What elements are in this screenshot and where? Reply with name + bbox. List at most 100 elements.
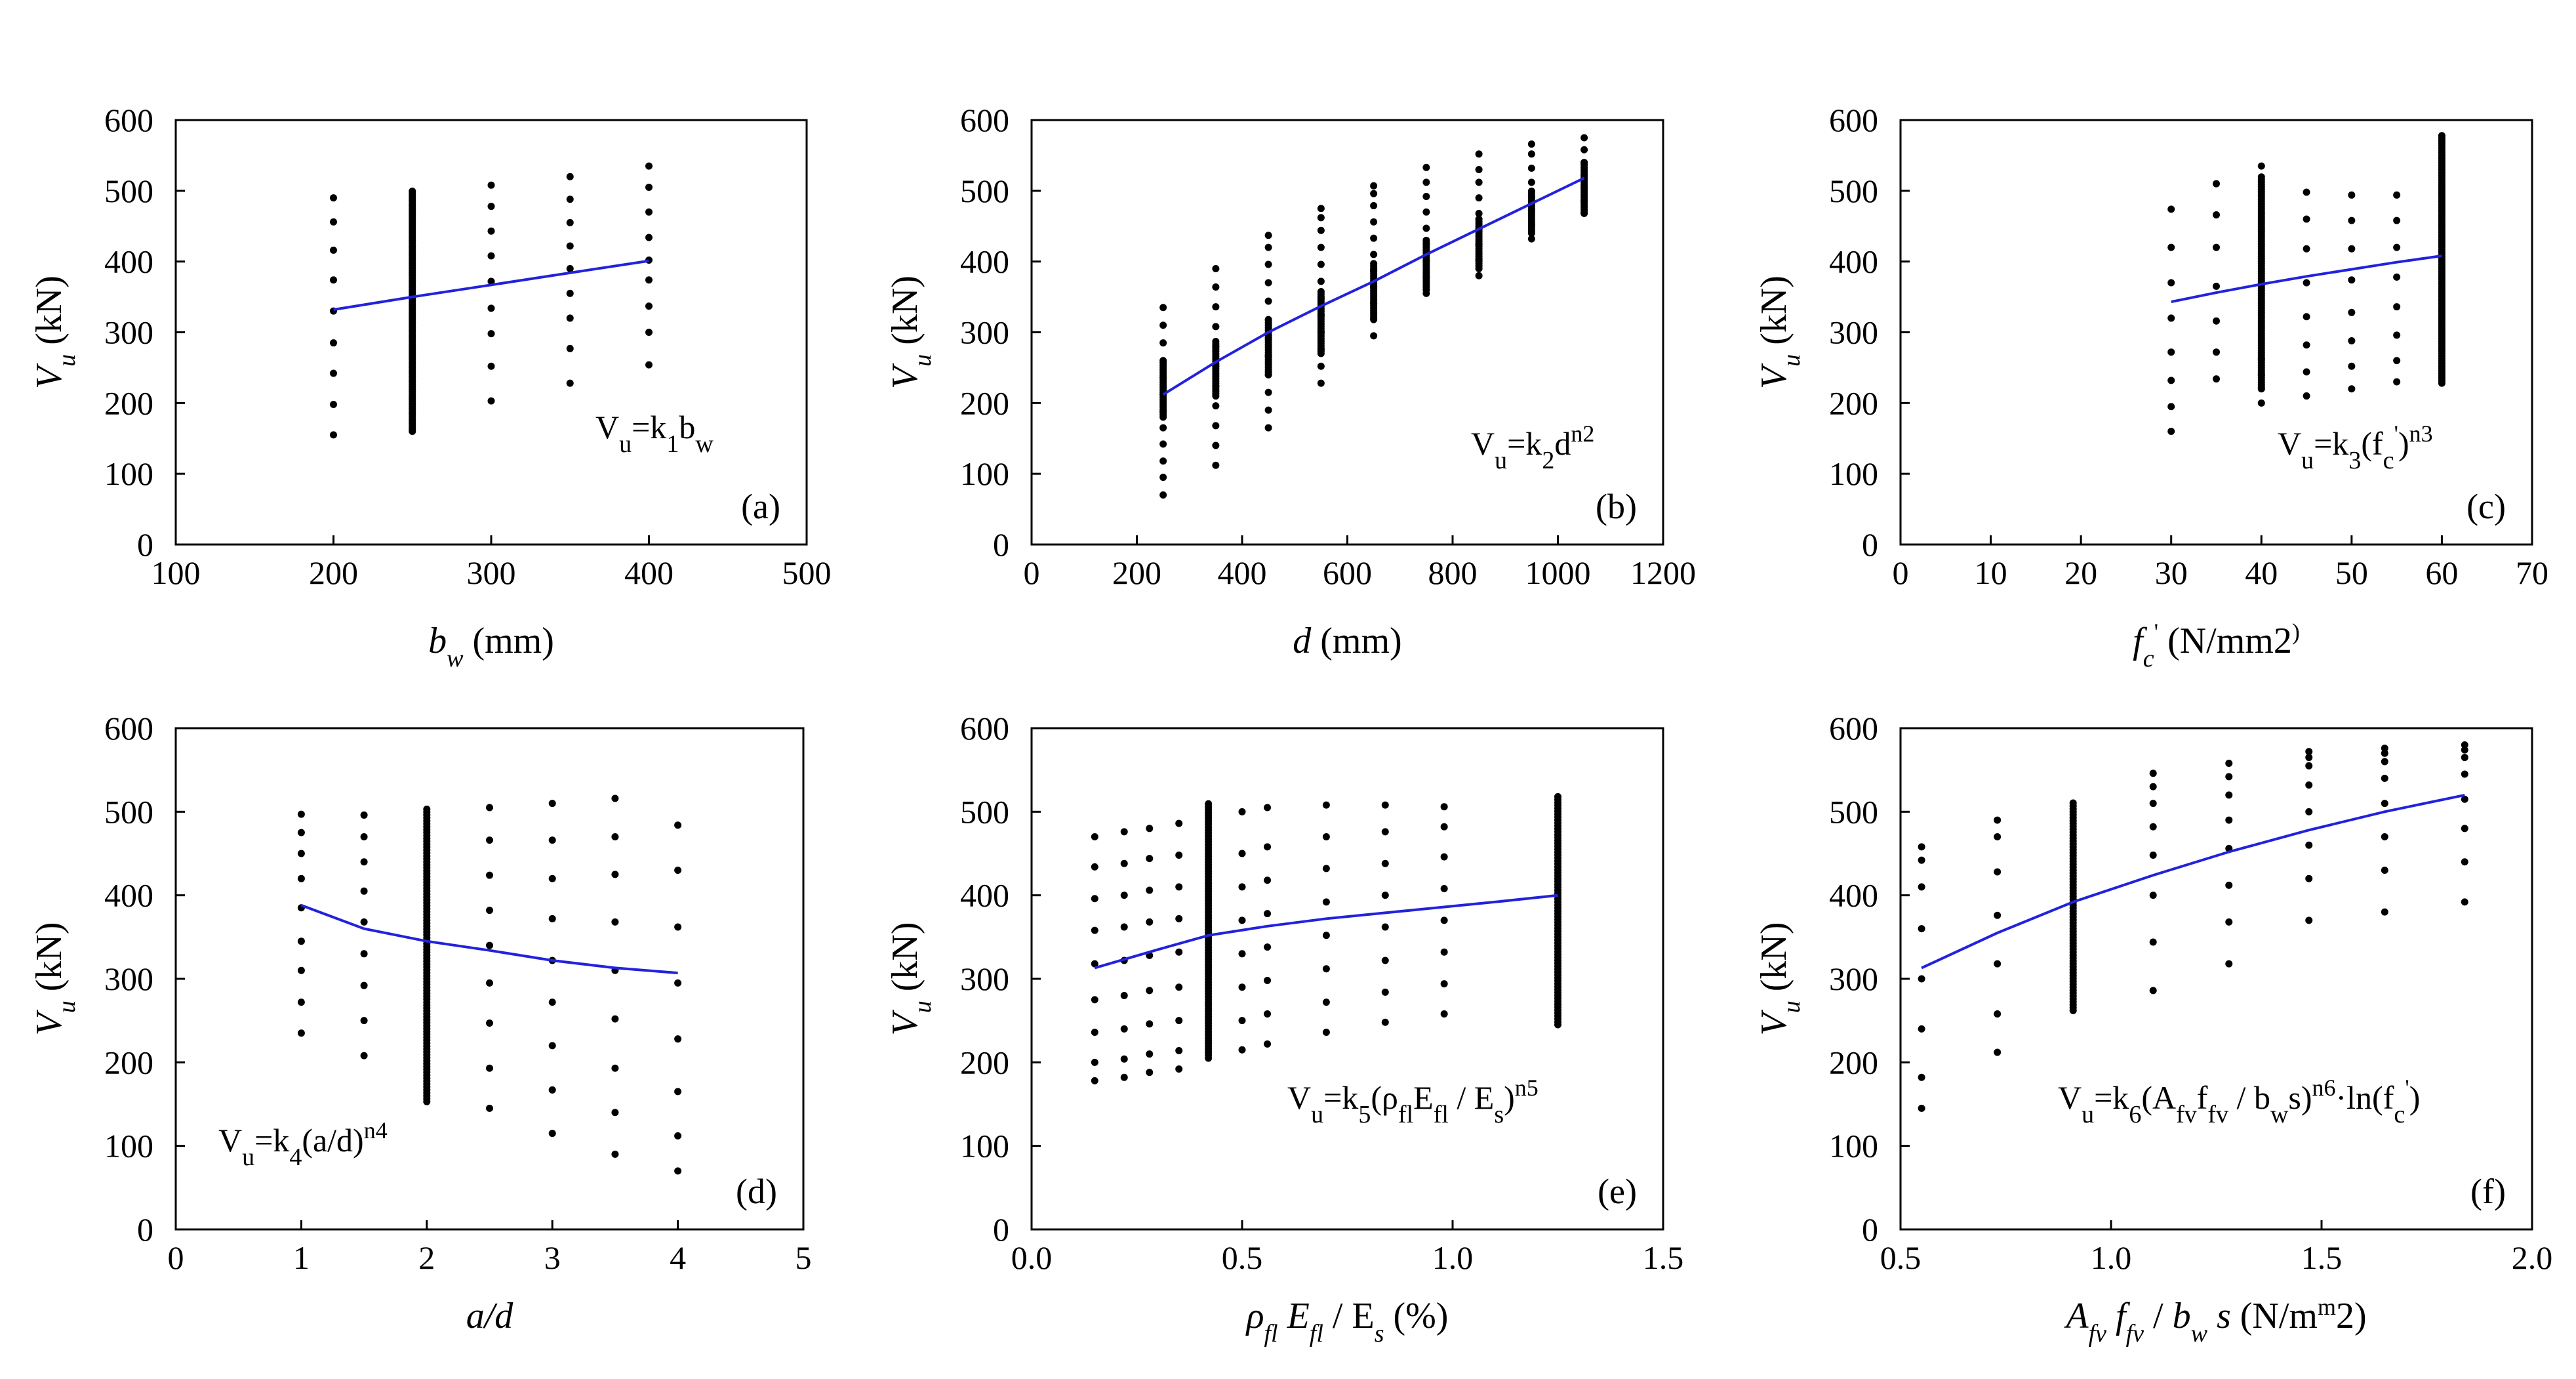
data-point — [2381, 758, 2388, 766]
data-point — [674, 821, 682, 829]
data-point — [487, 203, 495, 211]
data-point — [486, 871, 493, 879]
data-point — [2381, 866, 2388, 874]
x-axis-label: d (mm) — [1293, 621, 1401, 661]
data-point — [1159, 321, 1167, 329]
data-point — [566, 264, 574, 272]
data-point — [1370, 182, 1378, 190]
data-point — [1440, 916, 1448, 924]
x-tick-label: 60 — [2425, 554, 2458, 591]
data-point — [1994, 911, 2002, 919]
y-tick-label: 200 — [960, 1044, 1009, 1081]
data-point — [2303, 368, 2310, 376]
data-point — [2167, 403, 2175, 411]
x-tick-label: 0.5 — [1880, 1239, 1922, 1276]
data-point — [2393, 331, 2401, 339]
data-point — [1918, 883, 1925, 891]
data-point — [1381, 892, 1389, 899]
data-point — [1317, 278, 1325, 285]
data-point — [1475, 165, 1483, 173]
data-point — [566, 242, 574, 250]
data-point — [2348, 245, 2356, 253]
panel-e: 0.0 0.5 1.0 1.5 0 100 200 300 400 500 600 (e) Vu (kN… — [885, 710, 1683, 1276]
data-point — [566, 314, 574, 322]
data-point — [611, 1064, 619, 1072]
data-point — [2303, 341, 2310, 349]
x-axis-label: ρfl Efl / Es (%) — [1245, 1296, 1449, 1348]
data-point — [566, 196, 574, 203]
data-point — [1120, 892, 1128, 899]
y-tick-label: 200 — [960, 384, 1009, 421]
data-point — [1994, 868, 2002, 876]
data-point — [423, 806, 431, 813]
data-point — [1238, 883, 1246, 891]
y-tick-label: 600 — [104, 102, 153, 138]
data-point — [2167, 348, 2175, 356]
data-point — [1146, 1020, 1154, 1028]
data-point — [674, 1132, 682, 1140]
x-tick-label: 40 — [2245, 554, 2278, 591]
x-tick-label: 0.5 — [1222, 1239, 1263, 1276]
data-point — [1918, 925, 1925, 933]
y-tick-label: 500 — [960, 173, 1009, 209]
data-point — [1381, 957, 1389, 964]
data-point — [2213, 348, 2220, 356]
data-point — [487, 397, 495, 405]
data-point — [486, 836, 493, 844]
data-point — [2461, 741, 2468, 749]
data-point — [1527, 150, 1535, 158]
data-point — [2393, 303, 2401, 311]
data-point — [1381, 923, 1389, 931]
y-axis-label: Vu (kN) — [1754, 922, 1805, 1036]
data-point — [297, 966, 305, 974]
data-point — [1322, 998, 1330, 1006]
data-point — [1212, 338, 1220, 346]
formula-label: Vu=k1bw — [595, 409, 714, 458]
data-point — [2225, 759, 2233, 767]
data-point — [2461, 746, 2468, 754]
data-point — [1159, 457, 1167, 465]
data-point — [1440, 1010, 1448, 1018]
data-point — [2303, 215, 2310, 223]
data-point — [1159, 359, 1167, 367]
data-point — [2393, 357, 2401, 365]
data-point — [330, 218, 337, 226]
data-point — [2393, 243, 2401, 251]
data-point — [1238, 1017, 1246, 1025]
data-point — [1120, 828, 1128, 836]
data-point — [360, 918, 368, 926]
data-point — [297, 937, 305, 945]
y-tick-label: 400 — [1829, 243, 1878, 280]
data-point — [1370, 234, 1378, 242]
data-point — [1264, 804, 1272, 812]
data-point — [2257, 173, 2265, 181]
y-tick-label: 600 — [960, 710, 1009, 747]
data-point — [487, 252, 495, 260]
y-axis-label: Vu (kN) — [29, 276, 81, 389]
data-point — [1527, 178, 1535, 186]
x-tick-label: 1 — [293, 1239, 310, 1276]
data-point — [1370, 201, 1378, 209]
data-point — [1440, 884, 1448, 892]
data-point — [566, 173, 574, 180]
data-point — [1994, 833, 2002, 841]
data-point — [1475, 215, 1483, 223]
data-point — [1264, 843, 1272, 851]
data-point — [1440, 803, 1448, 811]
x-tick-label: 400 — [624, 554, 674, 591]
data-point — [2149, 800, 2157, 808]
y-tick-label: 200 — [1829, 1044, 1878, 1081]
data-point — [645, 162, 653, 170]
data-point — [1322, 801, 1330, 809]
data-point — [2348, 191, 2356, 199]
data-point — [1175, 1065, 1183, 1073]
data-point — [2167, 377, 2175, 384]
y-tick-label: 0 — [993, 526, 1009, 563]
data-point — [1370, 218, 1378, 226]
x-axis-label: Afv ffv / bw s (N/mm2) — [2063, 1294, 2366, 1348]
y-axis-label: Vu (kN) — [29, 922, 81, 1036]
data-point — [1146, 855, 1154, 863]
data-point — [1918, 975, 1925, 983]
data-point — [330, 276, 337, 284]
